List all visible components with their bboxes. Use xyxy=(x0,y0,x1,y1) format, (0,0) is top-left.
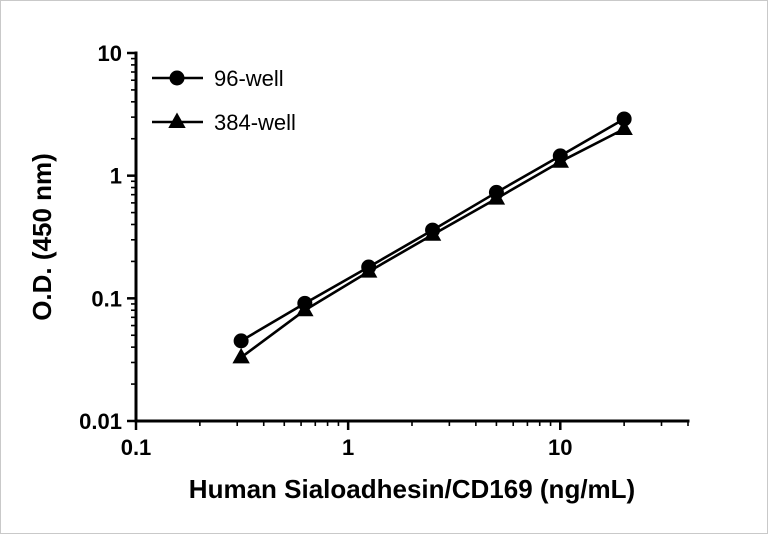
legend-triangle-icon xyxy=(168,112,186,128)
y-tick-label: 0.1 xyxy=(91,286,122,311)
circle-marker xyxy=(233,333,249,349)
series-line xyxy=(240,127,625,359)
x-tick-label: 0.1 xyxy=(121,435,152,460)
triangle-marker xyxy=(296,300,314,317)
legend: 96-well 384-well xyxy=(152,66,296,135)
triangle-marker xyxy=(423,225,442,241)
legend-label: 96-well xyxy=(214,66,284,91)
legend-label: 384-well xyxy=(214,110,296,135)
y-axis-label: O.D. (450 nm) xyxy=(27,153,57,321)
y-tick-label: 0.01 xyxy=(79,409,122,434)
legend-item-96-well: 96-well xyxy=(152,66,284,91)
triangle-marker xyxy=(615,119,633,136)
circle-marker xyxy=(616,111,632,127)
triangle-marker xyxy=(551,152,569,168)
triangle-marker xyxy=(359,262,378,278)
x-tick-label: 1 xyxy=(342,435,354,460)
x-axis-label: Human Sialoadhesin/CD169 (ng/mL) xyxy=(189,474,635,504)
data-series xyxy=(232,111,633,364)
series-384-well xyxy=(232,119,633,364)
y-tick-label: 1 xyxy=(110,164,122,189)
legend-circle-icon xyxy=(169,70,185,86)
x-tick-label: 10 xyxy=(548,435,572,460)
legend-item-384-well: 384-well xyxy=(152,110,296,135)
y-tick-label: 10 xyxy=(98,41,122,66)
triangle-marker xyxy=(487,189,506,205)
triangle-marker xyxy=(232,347,250,364)
